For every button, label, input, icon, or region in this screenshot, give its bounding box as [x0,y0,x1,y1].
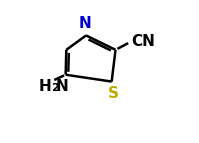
Text: N: N [79,16,92,31]
Text: H: H [39,79,51,94]
Text: N: N [56,79,68,94]
Text: 2: 2 [51,83,59,93]
Text: CN: CN [132,34,155,49]
Text: S: S [108,86,119,101]
